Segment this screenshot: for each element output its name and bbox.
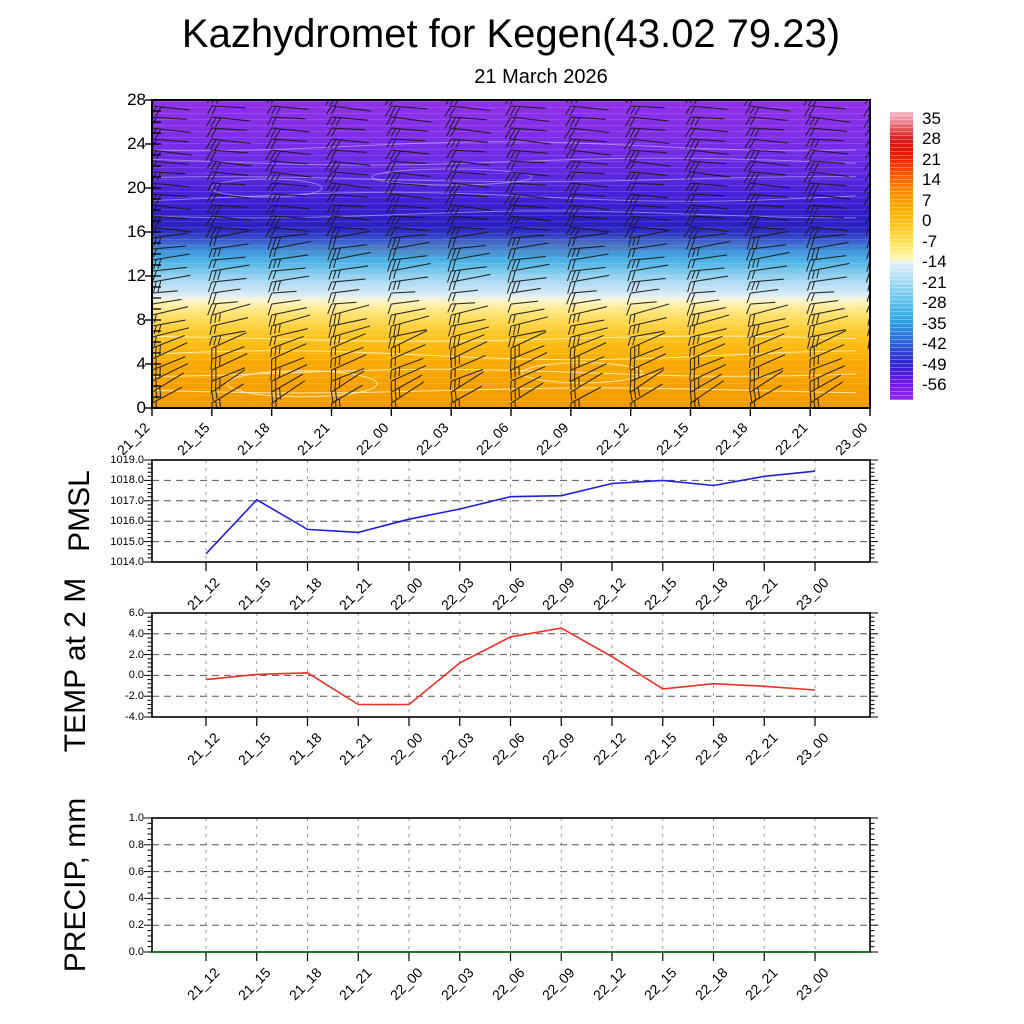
chart-temp-xtick-label: 22_18: [691, 729, 731, 769]
chart-prec-xtick-label: 22_06: [488, 964, 528, 1004]
colorbar-tick-label: -35: [922, 313, 947, 333]
chart-temp-xtick-label: 22_15: [640, 729, 680, 769]
heatmap-ytick-label: 20: [127, 178, 146, 197]
colorbar-tick-label: 21: [922, 149, 941, 169]
chart-temp-xtick-label: 21_12: [183, 729, 223, 769]
pmsl-series: [205, 470, 816, 555]
chart-pmsl-ytick-label: 1014.0: [110, 556, 144, 568]
heatmap-ytick-label: 24: [127, 134, 146, 153]
colorbar-step-lines: [890, 112, 913, 400]
chart-prec-ytick-label: 0.6: [128, 865, 144, 878]
colorbar-tick-label: 14: [922, 170, 941, 190]
colorbar-tick-label: 28: [922, 129, 941, 149]
heatmap-ytick-label: 8: [136, 310, 146, 329]
chart-prec-ytick-label: 0.0: [128, 946, 144, 958]
chart-prec-xtick-label: 23_00: [792, 964, 832, 1004]
chart-prec-xtick-label: 22_21: [742, 964, 781, 1004]
chart-temp-xtick-label: 21_18: [285, 729, 325, 769]
chart-temp-ytick-label: 6.0: [128, 607, 144, 619]
chart-temp-xtick-label: 22_03: [437, 729, 477, 769]
temp-chart: [144, 612, 878, 726]
chart-temp-ytick-label: 4.0: [128, 627, 144, 640]
chart-temp-xtick-label: 23_00: [792, 729, 832, 769]
chart-temp-xtick-label: 22_09: [539, 729, 578, 769]
chart-temp-xtick-label: 22_12: [589, 729, 629, 769]
heatmap-axes: [145, 99, 871, 416]
chart-pmsl-ytick-label: 1017.0: [110, 494, 144, 507]
colorbar-tick-label: -56: [922, 375, 947, 394]
chart-temp-xtick-label: 22_21: [742, 729, 781, 769]
colorbar-tick-label: -42: [922, 334, 947, 354]
heatmap-ytick-label: 0: [136, 398, 146, 417]
chart-temp-xtick-label: 21_21: [336, 729, 375, 769]
heatmap-ytick-label: 28: [127, 90, 146, 109]
precip-chart: [144, 817, 878, 961]
page-title: Kazhydromet for Kegen(43.02 79.23): [181, 12, 841, 56]
precip-axis-title: PRECIP, mm: [59, 797, 92, 973]
page-subtitle: 21 March 2026: [474, 66, 608, 88]
chart-prec-xtick-label: 21_21: [336, 964, 375, 1004]
colorbar-tick-label: -49: [922, 354, 947, 374]
chart-temp-ytick-label: -2.0: [125, 690, 144, 703]
temp-axis-title: TEMP at 2 M: [59, 577, 92, 753]
chart-temp-xtick-label: 21_15: [234, 729, 274, 769]
colorbar-tick-label: 0: [922, 211, 932, 231]
chart-prec-xtick-label: 22_03: [437, 964, 477, 1004]
chart-pmsl-ytick-label: 1016.0: [110, 515, 144, 528]
colorbar-tick-label: -7: [922, 231, 938, 251]
chart-prec-xtick-label: 21_18: [285, 964, 325, 1004]
chart-prec-xtick-label: 22_12: [589, 964, 629, 1004]
chart-temp-xtick-label: 22_00: [386, 729, 426, 769]
pmsl-chart: [144, 459, 878, 571]
chart-prec-xtick-label: 22_00: [386, 964, 426, 1004]
chart-temp-ytick-label: 0.0: [128, 669, 144, 682]
chart-prec-ytick-label: 0.8: [128, 838, 144, 851]
chart-prec-ytick-label: 0.2: [128, 919, 144, 932]
heatmap-ytick-label: 12: [127, 266, 146, 285]
chart-prec-ytick-label: 1.0: [128, 812, 144, 824]
colorbar-tick-label: 7: [922, 190, 932, 210]
wind-barbs-overlay: [152, 100, 870, 408]
chart-pmsl-ytick-label: 1019.0: [110, 454, 144, 466]
chart-pmsl-ytick-label: 1018.0: [110, 474, 144, 487]
colorbar-tick-label: -21: [922, 272, 947, 292]
heatmap-ytick-label: 4: [136, 354, 146, 373]
chart-prec-xtick-label: 22_09: [539, 964, 578, 1004]
colorbar: [890, 112, 913, 400]
chart-temp-ytick-label: -4.0: [125, 711, 144, 723]
wind-barbs: [152, 100, 870, 408]
chart-temp-xtick-label: 22_06: [488, 729, 528, 769]
chart-prec-xtick-label: 21_12: [183, 964, 223, 1004]
colorbar-tick-label: -14: [922, 252, 947, 272]
chart-prec-xtick-label: 22_15: [640, 964, 680, 1004]
chart-temp-ytick-label: 2.0: [128, 648, 144, 661]
chart-pmsl-ytick-label: 1015.0: [110, 535, 144, 548]
chart-prec-xtick-label: 22_18: [691, 964, 731, 1004]
colorbar-tick-label: 35: [922, 109, 941, 128]
chart-prec-ytick-label: 0.4: [128, 892, 144, 905]
temp-at-2-m-series: [205, 627, 816, 706]
colorbar-tick-label: -28: [922, 293, 947, 313]
heatmap-ytick-label: 16: [127, 222, 146, 241]
chart-prec-xtick-label: 21_15: [234, 964, 274, 1004]
